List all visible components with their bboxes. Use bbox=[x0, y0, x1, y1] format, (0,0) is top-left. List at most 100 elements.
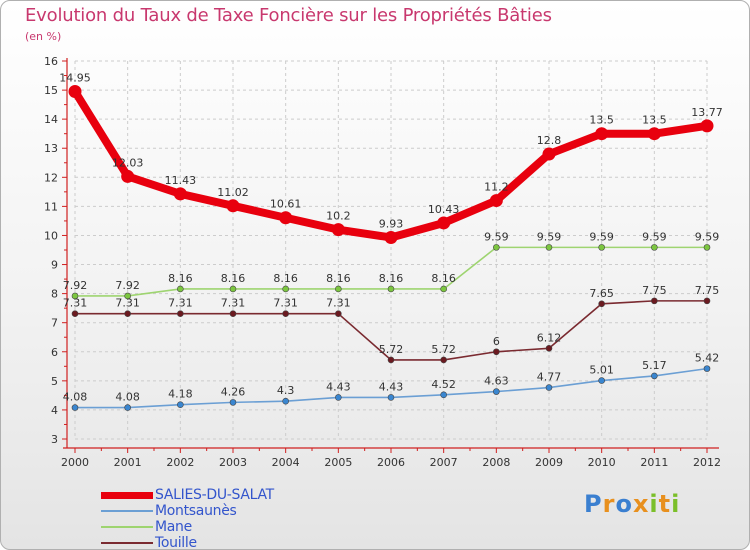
data-label: 4.77 bbox=[537, 371, 562, 384]
data-point bbox=[226, 199, 240, 213]
data-point bbox=[229, 285, 237, 293]
data-label: 9.59 bbox=[484, 230, 509, 243]
data-point bbox=[595, 127, 609, 141]
data-point bbox=[177, 310, 184, 317]
data-label: 9.93 bbox=[379, 217, 404, 230]
data-label: 10.2 bbox=[326, 210, 351, 223]
data-label: 7.31 bbox=[326, 297, 351, 310]
data-point bbox=[229, 399, 237, 406]
data-label: 14.95 bbox=[59, 72, 91, 85]
data-label: 7.31 bbox=[221, 297, 246, 310]
x-tick-label: 2007 bbox=[430, 456, 458, 469]
data-label: 5.01 bbox=[589, 364, 614, 377]
legend-swatch bbox=[101, 526, 153, 528]
data-label: 11.2 bbox=[484, 181, 509, 194]
x-tick-label: 2012 bbox=[693, 456, 721, 469]
data-point bbox=[598, 300, 605, 308]
data-point bbox=[384, 230, 398, 244]
data-label: 4.43 bbox=[326, 380, 351, 393]
data-label: 10.61 bbox=[270, 198, 302, 211]
data-label: 8.16 bbox=[168, 272, 193, 285]
data-point bbox=[651, 297, 658, 305]
data-point bbox=[282, 397, 289, 405]
legend-label: Mane bbox=[155, 519, 192, 535]
x-tick-label: 2008 bbox=[482, 456, 510, 469]
data-point bbox=[124, 292, 131, 300]
legend-swatch bbox=[101, 542, 153, 544]
data-point bbox=[489, 194, 503, 208]
data-point bbox=[493, 244, 500, 251]
data-point bbox=[493, 348, 500, 356]
data-label: 9.59 bbox=[695, 230, 720, 243]
data-label: 4.08 bbox=[115, 391, 140, 404]
data-point bbox=[71, 404, 79, 411]
logo-letter: i bbox=[671, 490, 681, 518]
unit-label: (en %) bbox=[25, 30, 62, 43]
data-label: 7.31 bbox=[273, 297, 298, 310]
proxiti-logo: Proxiti bbox=[584, 490, 680, 518]
data-point bbox=[545, 384, 553, 391]
data-label: 8.16 bbox=[379, 272, 404, 285]
legend-swatch bbox=[101, 492, 153, 499]
logo-letter: i bbox=[649, 490, 659, 518]
y-tick-label: 14 bbox=[44, 113, 58, 126]
data-label: 7.31 bbox=[63, 297, 88, 310]
logo-letter: x bbox=[632, 490, 650, 518]
data-point bbox=[647, 127, 661, 141]
data-label: 8.16 bbox=[273, 272, 298, 285]
x-tick-label: 2009 bbox=[535, 456, 563, 469]
x-tick-label: 2010 bbox=[588, 456, 616, 469]
logo-letter: o bbox=[615, 490, 633, 518]
logo-letter: P bbox=[584, 490, 603, 518]
y-tick-label: 7 bbox=[51, 317, 58, 330]
data-point bbox=[71, 292, 79, 300]
y-tick-label: 8 bbox=[51, 288, 58, 301]
data-point bbox=[124, 404, 131, 411]
data-label: 10.43 bbox=[428, 203, 460, 216]
data-point bbox=[177, 401, 184, 408]
data-point bbox=[703, 297, 711, 305]
data-label: 7.31 bbox=[168, 297, 193, 310]
data-point bbox=[71, 310, 79, 317]
data-point bbox=[68, 85, 82, 99]
data-label: 11.43 bbox=[165, 174, 197, 187]
data-label: 4.18 bbox=[168, 388, 193, 401]
data-point bbox=[440, 356, 447, 364]
x-tick-label: 2011 bbox=[640, 456, 668, 469]
data-label: 4.52 bbox=[431, 378, 456, 391]
y-tick-label: 15 bbox=[44, 84, 58, 97]
data-label: 7.75 bbox=[695, 284, 720, 297]
data-label: 7.65 bbox=[589, 287, 614, 300]
data-label: 9.59 bbox=[642, 230, 667, 243]
x-tick-label: 2000 bbox=[61, 456, 89, 469]
logo-letter: r bbox=[602, 490, 616, 518]
data-label: 7.75 bbox=[642, 284, 667, 297]
x-tick-label: 2001 bbox=[114, 456, 142, 469]
data-point bbox=[124, 310, 131, 317]
data-label: 5.17 bbox=[642, 359, 667, 372]
data-point bbox=[177, 285, 184, 293]
y-tick-label: 12 bbox=[44, 171, 58, 184]
legend-label: Montsaunès bbox=[155, 503, 237, 519]
data-label: 7.31 bbox=[115, 297, 140, 310]
y-tick-label: 4 bbox=[51, 404, 58, 417]
data-label: 9.59 bbox=[537, 230, 562, 243]
data-label: 13.5 bbox=[589, 114, 614, 127]
data-label: 6 bbox=[493, 335, 500, 348]
y-tick-label: 16 bbox=[44, 55, 58, 68]
y-tick-label: 6 bbox=[51, 346, 58, 359]
data-point bbox=[493, 388, 500, 395]
y-tick-label: 10 bbox=[44, 229, 58, 242]
logo-letter: t bbox=[658, 490, 672, 518]
data-point bbox=[651, 244, 658, 251]
data-point bbox=[121, 169, 135, 183]
data-point bbox=[598, 244, 605, 251]
data-point bbox=[703, 365, 711, 372]
data-point bbox=[282, 285, 289, 293]
y-tick-label: 3 bbox=[51, 433, 58, 446]
data-point bbox=[387, 285, 395, 293]
data-label: 13.5 bbox=[642, 114, 667, 127]
data-label: 11.02 bbox=[217, 186, 249, 199]
data-point bbox=[437, 216, 451, 230]
